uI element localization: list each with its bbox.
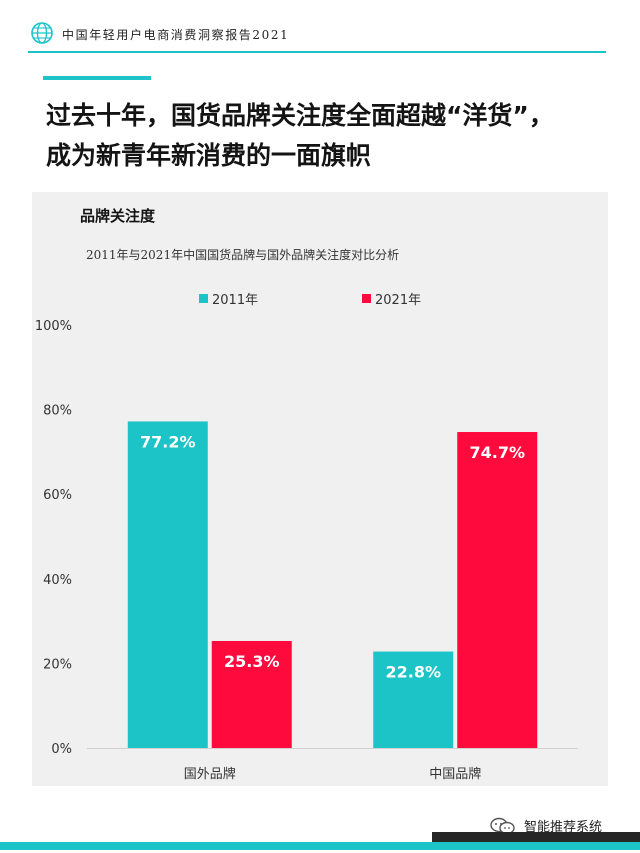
y-tick-label: 100% <box>35 319 72 334</box>
footer-bar <box>0 842 640 850</box>
category-label: 中国品牌 <box>429 766 481 782</box>
bar <box>127 421 208 748</box>
header-divider <box>28 51 606 53</box>
headline-line-1: 过去十年，国货品牌关注度全面超越“洋货”， <box>46 101 554 130</box>
bar <box>211 640 292 748</box>
legend-label-2021: 2021年 <box>375 293 422 308</box>
bar <box>457 432 538 748</box>
category-label: 国外品牌 <box>184 766 236 782</box>
headline-accent-bar <box>43 76 151 80</box>
legend-item-2011: 2011年 <box>199 289 258 308</box>
y-tick-label: 80% <box>43 404 72 419</box>
headline-line-2: 成为新青年新消费的一面旗帜 <box>46 141 372 170</box>
bar <box>373 651 454 748</box>
chart-title: 品牌关注度 <box>80 207 156 225</box>
chart-legend: 2011年 2021年 <box>0 289 640 309</box>
data-label: 22.8% <box>385 663 441 682</box>
watermark-text: 智能推荐系统 <box>524 820 603 835</box>
footer-dark-bar <box>432 832 640 842</box>
watermark: 智能推荐系统 <box>488 816 602 835</box>
y-tick-label: 0% <box>51 742 72 757</box>
page-header: 中国年轻用户电商消费洞察报告2021 <box>0 0 640 60</box>
y-tick-label: 40% <box>43 573 72 588</box>
wechat-icon <box>490 817 515 834</box>
legend-swatch-2021 <box>362 294 371 303</box>
data-label: 25.3% <box>224 652 280 671</box>
legend-label-2011: 2011年 <box>212 293 259 308</box>
page-headline: 过去十年，国货品牌关注度全面超越“洋货”， 成为新青年新消费的一面旗帜 <box>46 96 616 176</box>
y-tick-label: 60% <box>43 488 72 503</box>
legend-item-2021: 2021年 <box>362 289 421 308</box>
y-tick-label: 20% <box>43 657 72 672</box>
globe-icon <box>31 22 53 44</box>
report-title: 中国年轻用户电商消费洞察报告2021 <box>62 28 290 42</box>
legend-swatch-2011 <box>199 294 208 303</box>
data-label: 74.7% <box>469 443 525 462</box>
data-label: 77.2% <box>140 432 196 451</box>
chart-subtitle: 2011年与2021年中国国货品牌与国外品牌关注度对比分析 <box>86 248 400 262</box>
